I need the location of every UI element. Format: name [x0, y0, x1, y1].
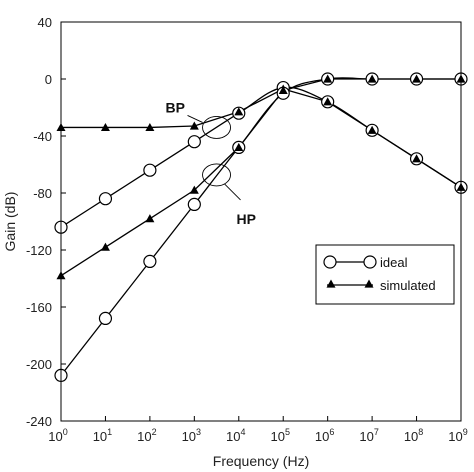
hp-simulated-point [189, 185, 199, 194]
series-markers [54, 72, 468, 382]
bp-simulated-point [323, 97, 333, 106]
bp-ideal-line [60, 86, 462, 228]
x-tick-label: 108 [404, 427, 423, 444]
legend-ideal-label: ideal [380, 255, 408, 270]
hp-ideal-point [143, 254, 157, 268]
bp-marker-circle [202, 115, 231, 139]
bp-ideal-point [187, 135, 201, 149]
y-axis-label: Gain (dB) [2, 192, 18, 252]
bp-label: BP [166, 99, 185, 115]
y-tick-label: 0 [45, 72, 52, 87]
x-tick-label: 106 [315, 427, 334, 444]
bp-simulated-point [145, 122, 155, 132]
hp-simulated-point [323, 74, 333, 83]
y-tick-label: -240 [26, 414, 52, 429]
x-tick-label: 109 [448, 427, 467, 444]
legend-simulated-label: simulated [380, 278, 436, 293]
bp-ideal-point [143, 163, 157, 177]
hp-simulated-line [60, 78, 461, 277]
hp-label: HP [237, 211, 256, 227]
bp-simulated-point [100, 122, 110, 132]
hp-ideal-point [98, 311, 113, 325]
x-tick-label: 103 [182, 427, 201, 444]
legend: ideal simulated [315, 244, 455, 305]
x-tick-label: 101 [93, 427, 112, 444]
hp-simulated-point [278, 85, 288, 94]
hp-simulated-point [234, 142, 244, 151]
legend-simulated-marker [364, 279, 374, 288]
y-tick-label: -40 [33, 129, 52, 144]
x-tick-label: 100 [48, 427, 67, 444]
series-lines [60, 77, 462, 376]
bp-simulated-point [189, 121, 199, 130]
y-tick-label: 40 [38, 15, 52, 30]
bp-simulated-point [367, 125, 377, 134]
bp-simulated-line [61, 88, 462, 188]
x-tick-label: 104 [226, 427, 245, 444]
annotations: BP HP [166, 99, 256, 226]
x-tick-label: 102 [137, 427, 156, 444]
bp-simulated-point [412, 154, 422, 163]
y-tick-label: -120 [26, 243, 52, 258]
legend-ideal-marker [363, 255, 377, 269]
x-axis-ticks: 100 101 102 103 104 105 106 107 108 109 [48, 416, 468, 444]
bp-ideal-point [98, 192, 113, 206]
hp-ideal-line [60, 77, 461, 376]
y-axis-ticks: 40 0 -40 -80 -120 -160 -200 -240 [26, 15, 66, 429]
hp-simulated-point [100, 242, 110, 251]
x-tick-label: 105 [270, 427, 289, 444]
y-tick-label: -200 [26, 357, 52, 372]
hp-marker-circle [202, 163, 231, 187]
y-tick-label: -80 [33, 186, 52, 201]
bp-leader-line [187, 115, 203, 123]
hp-ideal-point [187, 197, 201, 211]
hp-simulated-point [367, 74, 377, 83]
x-tick-label: 107 [359, 427, 378, 444]
x-axis-label: Frequency (Hz) [213, 453, 309, 469]
hp-simulated-point [145, 214, 155, 223]
legend-box [315, 244, 455, 305]
legend-ideal-marker [323, 255, 337, 269]
y-tick-label: -160 [26, 300, 52, 315]
hp-simulated-point [412, 74, 422, 83]
hp-leader-line [224, 183, 241, 201]
plot-frame [60, 21, 462, 422]
bp-simulated-point [234, 107, 244, 116]
legend-simulated-marker [326, 279, 336, 288]
